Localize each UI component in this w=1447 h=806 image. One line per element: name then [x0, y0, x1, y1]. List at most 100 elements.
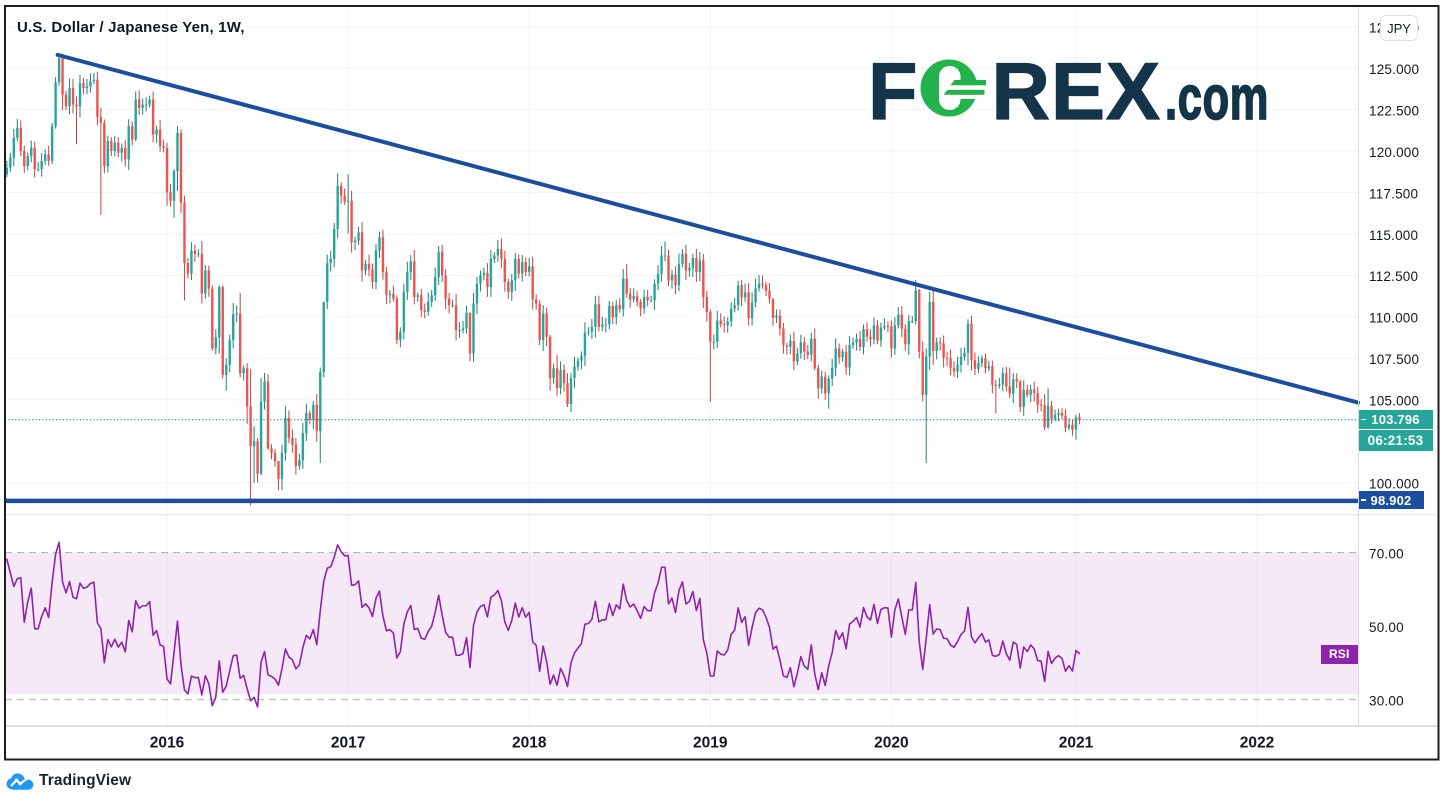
- candle-body: [1012, 379, 1015, 394]
- candle-body: [193, 250, 197, 254]
- candle-body: [615, 305, 618, 318]
- o-gap-lower: [948, 94, 987, 99]
- candle-body: [360, 232, 364, 271]
- candle-body: [367, 263, 371, 270]
- candle-body: [785, 345, 789, 347]
- candle-body: [301, 433, 305, 461]
- candle-body: [587, 331, 590, 333]
- candle-body: [517, 258, 520, 274]
- axis-label: 2019: [693, 735, 728, 752]
- candle-body: [284, 417, 287, 453]
- axis-label: 2022: [1240, 735, 1274, 752]
- candle-body: [740, 285, 743, 298]
- candle-body: [336, 185, 339, 229]
- candle-body: [555, 368, 559, 389]
- candle-body: [921, 351, 924, 395]
- currency-button[interactable]: JPY: [1380, 15, 1418, 41]
- candle-body: [618, 305, 621, 310]
- candle-body: [796, 353, 799, 362]
- tradingview-attribution[interactable]: TradingView: [6, 772, 131, 790]
- candle-body: [155, 129, 158, 135]
- candle-body: [729, 308, 733, 322]
- axis-label: 2020: [874, 735, 908, 752]
- candle-body: [775, 315, 778, 318]
- price-axis-labels[interactable]: 127.500125.000122.500120.000117.500115.0…: [1369, 21, 1419, 709]
- candle-body: [524, 262, 527, 273]
- candle-body: [1057, 413, 1060, 415]
- candle-body: [437, 252, 440, 278]
- candle-body: [583, 332, 587, 356]
- axis-label: 117.500: [1369, 186, 1418, 201]
- candle-body: [68, 88, 71, 107]
- candle-body: [346, 200, 350, 202]
- candle-body: [935, 342, 938, 351]
- candle-body: [698, 260, 702, 273]
- candle-body: [716, 320, 719, 342]
- candle-body: [514, 258, 517, 281]
- axis-label: 120.000: [1369, 145, 1419, 160]
- candle-body: [99, 117, 103, 123]
- axis-label: 30.00: [1369, 694, 1404, 709]
- candle-body: [1071, 424, 1074, 430]
- candle-body: [374, 250, 378, 283]
- candle-body: [245, 368, 249, 407]
- candle-body: [604, 324, 608, 326]
- candle-body: [221, 286, 224, 375]
- candle-body: [259, 401, 263, 474]
- candle-body: [141, 104, 144, 108]
- candle-body: [949, 358, 952, 369]
- candle-body: [622, 278, 625, 310]
- symbol-title: U.S. Dollar / Japanese Yen, 1W,: [17, 19, 245, 36]
- candle-body: [416, 295, 419, 297]
- candle-body: [890, 326, 893, 349]
- candle-body: [768, 290, 771, 299]
- candle-body: [764, 285, 768, 291]
- last-price-badge: 103.796: [1358, 410, 1433, 429]
- candle-body: [36, 169, 40, 171]
- candle-body: [110, 141, 113, 152]
- candle-body: [256, 441, 259, 474]
- candle-body: [33, 147, 36, 170]
- candle-body: [1078, 417, 1081, 420]
- candle-body: [343, 195, 346, 202]
- candle-body: [552, 368, 555, 379]
- candle-body: [1008, 386, 1011, 394]
- candle-body: [925, 356, 928, 395]
- candle-body: [663, 255, 667, 257]
- candle-body: [357, 232, 360, 241]
- candle-body: [660, 255, 663, 274]
- forexcom-watermark-logo: F REX .com: [867, 51, 1314, 133]
- candle-body: [1001, 373, 1005, 385]
- candle-body: [900, 314, 904, 329]
- candle-body: [817, 368, 820, 389]
- candle-body: [611, 305, 614, 318]
- candle-body: [40, 160, 43, 170]
- candle-body: [294, 444, 298, 467]
- candle-body: [144, 104, 148, 106]
- candle-body: [705, 296, 709, 312]
- candle-body: [287, 417, 291, 438]
- candle-body: [806, 351, 810, 355]
- time-axis-labels[interactable]: 2016 2017 2018 2019 2020 2021 2022: [150, 735, 1274, 752]
- candle-body: [92, 79, 96, 82]
- candle-body: [392, 293, 395, 299]
- candle-body: [702, 260, 705, 297]
- candle-body: [594, 304, 597, 327]
- candle-body: [458, 330, 461, 332]
- candle-body: [64, 94, 68, 107]
- candle-body: [984, 358, 987, 369]
- candle-body: [1022, 389, 1025, 407]
- candle-body: [78, 83, 82, 107]
- candle-body: [315, 404, 318, 432]
- candle-body: [332, 228, 336, 259]
- candle-body: [841, 351, 844, 358]
- candle-body: [444, 275, 447, 299]
- candle-body: [402, 291, 406, 332]
- candle-body: [214, 337, 217, 349]
- candle-body: [75, 104, 78, 107]
- candle-body: [503, 258, 507, 283]
- candle-body: [16, 127, 19, 138]
- candle-body: [534, 299, 538, 304]
- descending-trendline[interactable]: [55, 52, 1361, 405]
